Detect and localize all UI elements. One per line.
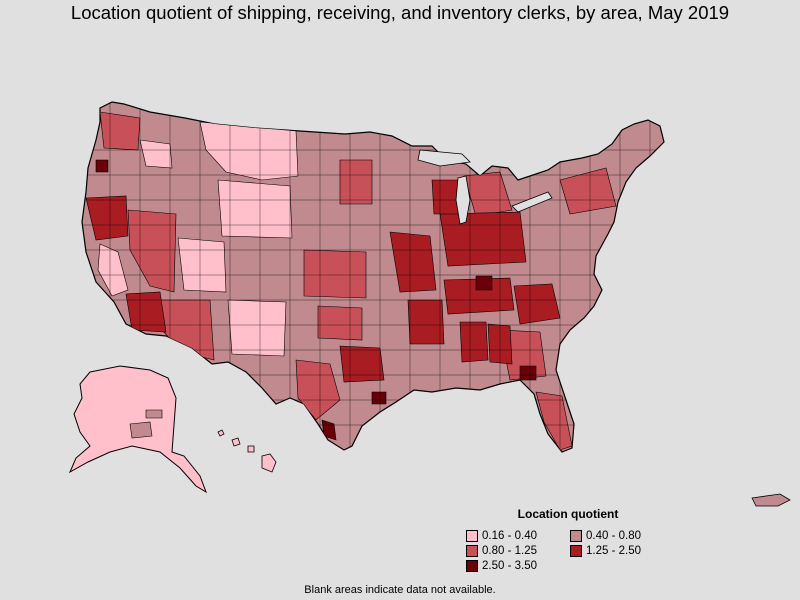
legend-item-2: 0.80 - 1.25	[466, 544, 570, 558]
region-kentucky-highest	[475, 275, 493, 291]
region-florida-mid	[535, 391, 573, 451]
legend-label-0: 0.16 - 0.40	[482, 530, 537, 542]
region-oklahoma-mid	[317, 305, 363, 341]
region-texas-east-high	[339, 345, 385, 383]
region-washington-mid	[99, 111, 141, 151]
legend-swatch-1	[570, 530, 582, 542]
region-georgia-highest	[519, 365, 537, 381]
map-title: Location quotient of shipping, receiving…	[70, 2, 730, 23]
puerto-rico	[751, 493, 791, 507]
region-oregon-highest	[95, 159, 109, 173]
footnote: Blank areas indicate data not available.	[304, 584, 496, 596]
region-kansas-mid	[303, 249, 367, 299]
lake-erie	[511, 191, 553, 213]
lake-michigan	[455, 175, 471, 225]
legend-swatch-0	[466, 530, 478, 542]
legend-title: Location quotient	[517, 507, 619, 521]
legend-label-2: 0.80 - 1.25	[482, 545, 537, 557]
lake-superior	[417, 149, 471, 167]
region-wyoming-low	[217, 179, 293, 239]
hawaii	[217, 429, 277, 473]
legend-item-0: 0.16 - 0.40	[466, 529, 570, 543]
region-idaho-low	[139, 139, 173, 169]
region-socal-high	[125, 291, 167, 333]
alaska-area-mid	[129, 421, 153, 439]
region-missouri-high	[389, 231, 437, 293]
region-oregon-high	[85, 195, 129, 241]
legend-item-4: 2.50 - 3.50	[466, 559, 570, 573]
region-utah-low	[177, 237, 227, 293]
legend-item-3: 1.25 - 2.50	[570, 544, 670, 558]
legend-label-4: 2.50 - 3.50	[482, 560, 537, 572]
region-arkansas-high	[407, 299, 445, 345]
region-newyork-mid	[559, 167, 617, 215]
region-mississippi-high	[459, 321, 489, 363]
legend-swatch-2	[466, 545, 478, 557]
region-dakotas-mid	[339, 159, 373, 205]
county-borders	[82, 102, 664, 452]
region-arizona-mid	[159, 299, 215, 361]
legend-swatch-4	[466, 560, 478, 572]
legend-item-1: 0.40 - 0.80	[570, 529, 670, 543]
legend-label-3: 1.25 - 2.50	[586, 545, 641, 557]
region-ohio-valley-high	[439, 211, 527, 267]
region-newmexico-low	[227, 299, 287, 357]
region-carolinas-high	[513, 283, 561, 325]
legend-label-1: 0.40 - 0.80	[586, 530, 641, 542]
legend-swatch-3	[570, 545, 582, 557]
region-calinv-low	[97, 243, 129, 297]
alaska-area-south	[145, 409, 163, 419]
legend: Location quotient 0.16 - 0.40 0.40 - 0.8…	[466, 507, 666, 573]
region-houston-highest	[371, 391, 387, 405]
